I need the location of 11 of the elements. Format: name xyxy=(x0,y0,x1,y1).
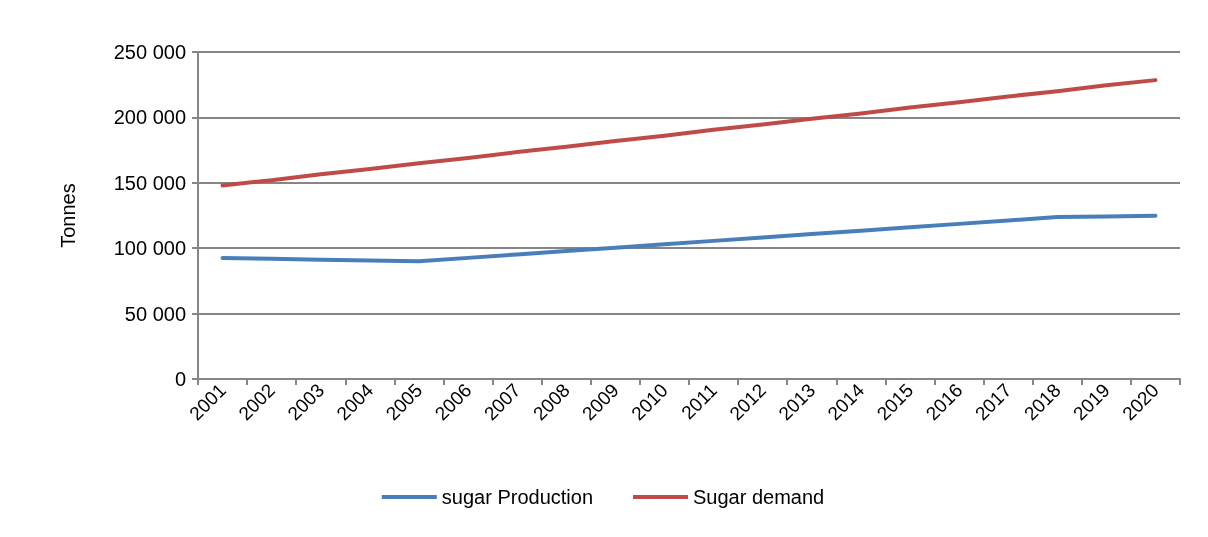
y-tick-label: 100 000 xyxy=(113,237,186,260)
y-tick-label: 200 000 xyxy=(113,106,186,129)
y-tick-label: 250 000 xyxy=(113,41,186,63)
y-tick-label: 150 000 xyxy=(113,171,186,194)
y-tick-label: 0 xyxy=(174,368,186,390)
y-axis-title: Tonnes xyxy=(57,183,79,248)
line-series xyxy=(220,213,1158,264)
y-tick-label: 50 000 xyxy=(124,302,186,325)
line-series xyxy=(220,78,1158,188)
legend-label: Sugar demand xyxy=(693,486,825,508)
legend-label: sugar Production xyxy=(441,486,593,508)
